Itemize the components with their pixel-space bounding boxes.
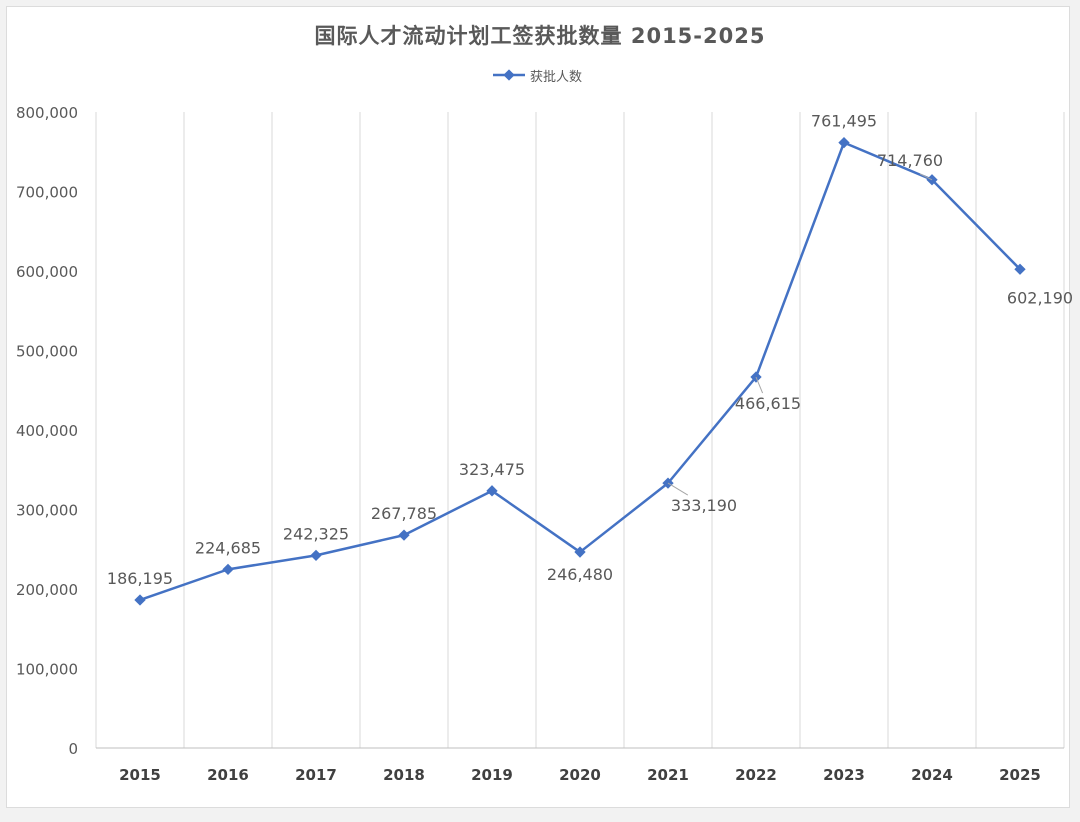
data-point [222, 563, 234, 576]
x-tick-label: 2018 [383, 766, 425, 784]
chart-title: 国际人才流动计划工签获批数量 2015-2025 [314, 24, 766, 48]
data-labels: 186,195 224,685 242,325 267,785 323,475 246,4… [107, 112, 1073, 588]
x-tick-label: 2020 [559, 766, 601, 784]
data-label-leader [755, 376, 764, 394]
y-tick-label: 100,000 [16, 661, 78, 679]
data-point [1014, 263, 1026, 275]
legend-marker-icon [493, 69, 525, 81]
data-label: 267,785 [371, 504, 437, 523]
data-point [398, 529, 410, 541]
x-tick-label: 2021 [647, 766, 689, 784]
y-axis: 0 100,000 200,000 300,000 400,000 500,000 600,… [16, 104, 78, 758]
legend-label: 获批人数 [530, 69, 583, 85]
gridlines [95, 112, 1065, 748]
data-point [574, 546, 586, 558]
data-label: 714,760 [877, 151, 943, 170]
data-label: 761,495 [811, 112, 877, 131]
x-tick-label: 2023 [823, 766, 865, 784]
data-point [310, 549, 322, 562]
x-tick-label: 2015 [119, 766, 161, 784]
data-label: 242,325 [283, 524, 349, 543]
data-label-leader [919, 173, 933, 181]
data-label: 224,685 [195, 538, 261, 557]
data-label: 246,480 [547, 565, 613, 584]
data-label: 333,190 [671, 496, 737, 515]
legend: 获批人数 [492, 66, 583, 85]
y-tick-label: 800,000 [16, 104, 78, 122]
y-tick-label: 0 [68, 740, 78, 758]
data-label: 323,475 [459, 460, 525, 479]
y-tick-label: 500,000 [16, 343, 78, 361]
y-tick-label: 200,000 [16, 581, 78, 599]
y-tick-label: 400,000 [16, 422, 78, 440]
y-tick-label: 700,000 [16, 184, 78, 202]
data-markers [134, 136, 1026, 606]
data-point [838, 136, 850, 149]
x-tick-label: 2016 [207, 766, 249, 784]
x-tick-label: 2024 [911, 766, 953, 784]
x-tick-label: 2019 [471, 766, 513, 784]
y-tick-label: 300,000 [16, 502, 78, 520]
x-tick-label: 2025 [999, 766, 1041, 784]
y-tick-label: 600,000 [16, 263, 78, 281]
data-label: 186,195 [107, 569, 173, 588]
x-tick-label: 2017 [295, 766, 337, 784]
x-axis: 2015 2016 2017 2018 2019 2020 2021 2022 2023 2024… [119, 766, 1041, 784]
x-tick-label: 2022 [735, 766, 777, 784]
data-point [486, 485, 498, 497]
data-label: 602,190 [1007, 288, 1073, 307]
data-label: 466,615 [735, 394, 801, 413]
data-label-leader [667, 482, 689, 496]
data-point [134, 594, 146, 606]
chart-card [6, 6, 1070, 808]
